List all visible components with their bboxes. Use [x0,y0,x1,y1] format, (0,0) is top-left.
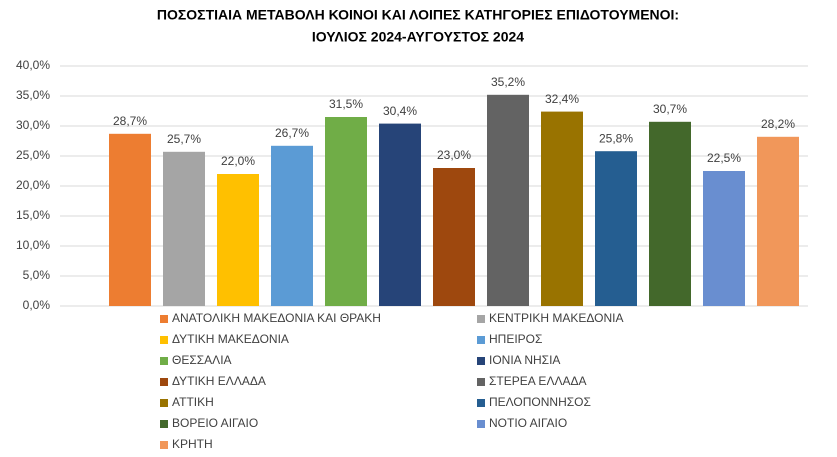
legend-swatch [160,399,168,407]
bar [379,123,421,306]
value-label: 25,7% [167,132,201,146]
value-label: 22,5% [707,151,741,165]
chart-title: ΠΟΣΟΣΤΙΑΙΑ ΜΕΤΑΒΟΛΗ ΚΟΙΝΟΙ ΚΑΙ ΛΟΙΠΕΣ ΚΑ… [157,7,679,23]
legend-swatch [160,441,168,449]
y-tick-label: 20,0% [16,178,50,192]
value-label: 28,7% [113,114,147,128]
y-tick-label: 10,0% [16,238,50,252]
legend-label: ΘΕΣΣΑΛΙΑ [172,353,232,367]
value-label: 32,4% [545,92,579,106]
legend-swatch [477,315,485,323]
legend-label: ΚΕΝΤΡΙΚΗ ΜΑΚΕΔΟΝΙΑ [489,311,623,325]
bar [595,151,637,306]
legend-swatch [160,336,168,344]
bar [109,133,151,306]
bar [487,94,529,306]
legend-label: ΙΟΝΙΑ ΝΗΣΙΑ [489,353,560,367]
y-tick-label: 40,0% [16,58,50,72]
legend-swatch [160,315,168,323]
bar [271,145,313,306]
y-tick-label: 5,0% [23,268,51,282]
chart-title: ΙΟΥΛΙΟΣ 2024-ΑΥΓΟΥΣΤΟΣ 2024 [312,29,524,45]
value-label: 30,4% [383,104,417,118]
legend-swatch [160,420,168,428]
legend-label: ΔΥΤΙΚΗ ΕΛΛΑΔΑ [172,374,266,388]
legend-swatch [477,420,485,428]
value-label: 28,2% [761,117,795,131]
legend-label: ΝΟΤΙΟ ΑΙΓΑΙΟ [489,416,567,430]
y-tick-label: 15,0% [16,208,50,222]
value-label: 31,5% [329,97,363,111]
y-tick-label: 30,0% [16,118,50,132]
legend-label: ΒΟΡΕΙΟ ΑΙΓΑΙΟ [172,416,258,430]
legend-label: ΗΠΕΙΡΟΣ [489,332,542,346]
value-label: 35,2% [491,75,525,89]
bar [163,151,205,306]
legend-swatch [160,378,168,386]
legend-label: ΔΥΤΙΚΗ ΜΑΚΕΔΟΝΙΑ [172,332,289,346]
bar [703,171,745,306]
legend-label: ΣΤΕΡΕΑ ΕΛΛΑΔΑ [489,374,587,388]
value-label: 26,7% [275,126,309,140]
legend-swatch [477,378,485,386]
bar [541,111,583,306]
legend-swatch [477,357,485,365]
bar [433,168,475,306]
legend-label: ΑΤΤΙΚΗ [172,395,214,409]
bar [217,174,259,306]
legend-label: ΠΕΛΟΠΟΝΝΗΣΟΣ [489,395,591,409]
value-label: 23,0% [437,148,471,162]
y-tick-label: 35,0% [16,88,50,102]
legend-swatch [477,399,485,407]
bar [757,136,799,306]
legend-label: ΚΡΗΤΗ [172,437,213,451]
value-label: 30,7% [653,102,687,116]
legend-label: ΑΝΑΤΟΛΙΚΗ ΜΑΚΕΔΟΝΙΑ ΚΑΙ ΘΡΑΚΗ [172,311,381,325]
bar [325,117,367,306]
legend-swatch [477,336,485,344]
bar [649,121,691,306]
y-tick-label: 0,0% [23,298,51,312]
value-label: 25,8% [599,131,633,145]
legend-swatch [160,357,168,365]
value-label: 22,0% [221,154,255,168]
y-tick-label: 25,0% [16,148,50,162]
